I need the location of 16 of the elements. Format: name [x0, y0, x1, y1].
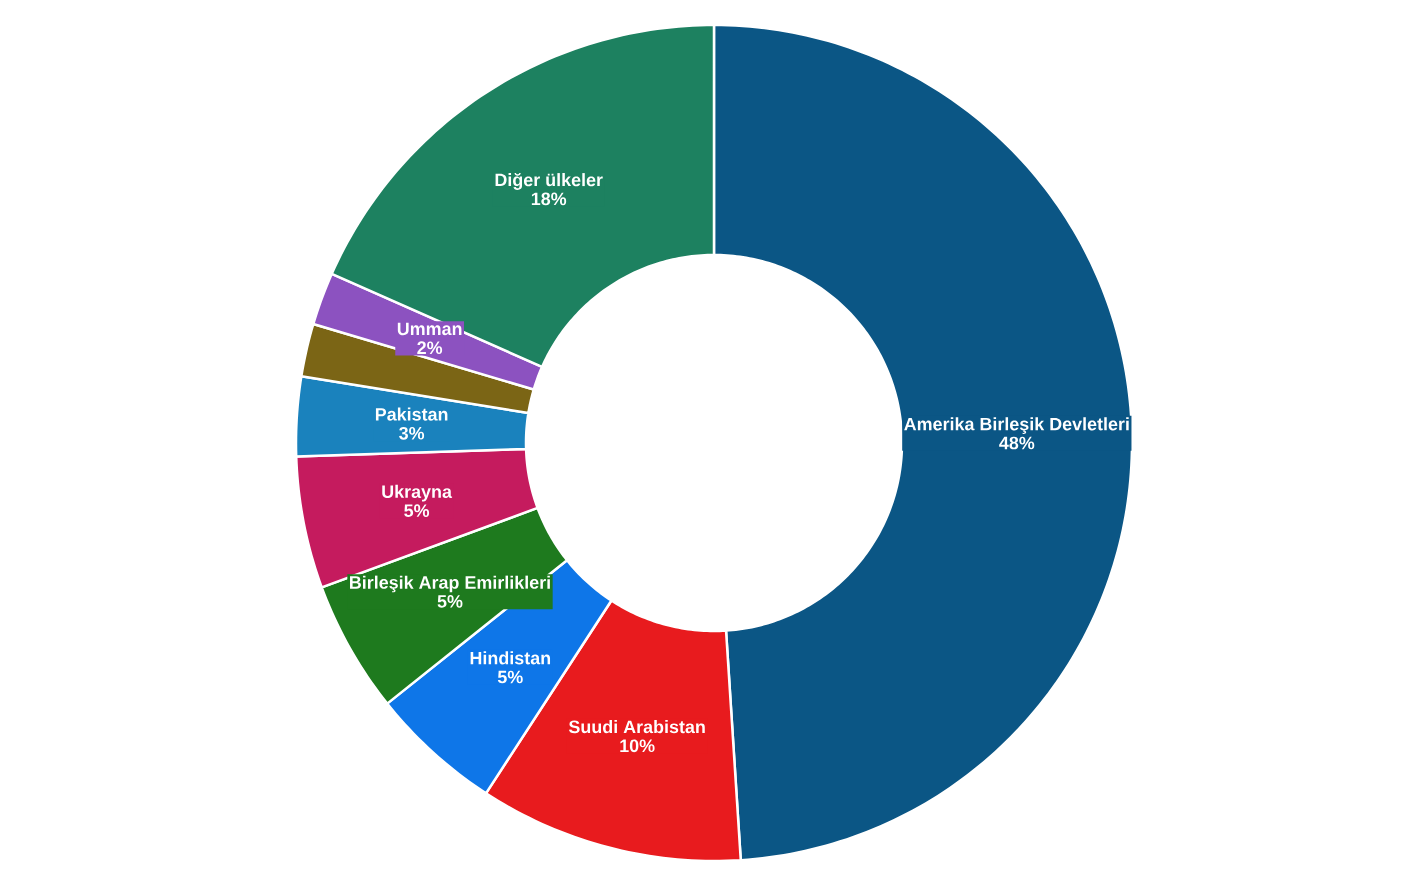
- data-label: 3%: [399, 426, 425, 440]
- data-label: 5%: [497, 670, 523, 684]
- slice-label: Umman: [397, 322, 462, 336]
- slice-label: Suudi Arabistan: [568, 720, 705, 734]
- data-label: 48%: [999, 436, 1035, 450]
- data-label: 2%: [417, 341, 443, 355]
- data-label: 5%: [437, 595, 463, 608]
- data-label: 10%: [620, 739, 655, 753]
- data-label: 5%: [404, 504, 430, 517]
- slice-label: Amerika Birleşik Devletleri: [904, 417, 1129, 434]
- slice-label: Diğer ülkeler: [495, 172, 603, 190]
- slice-label: Hindistan: [470, 651, 551, 665]
- slice-label: Pakistan: [375, 407, 448, 421]
- data-label: 18%: [531, 192, 567, 206]
- slice-label: Ukrayna: [382, 484, 453, 502]
- slice-label: Birleşik Arap Emirlikleri: [350, 575, 550, 593]
